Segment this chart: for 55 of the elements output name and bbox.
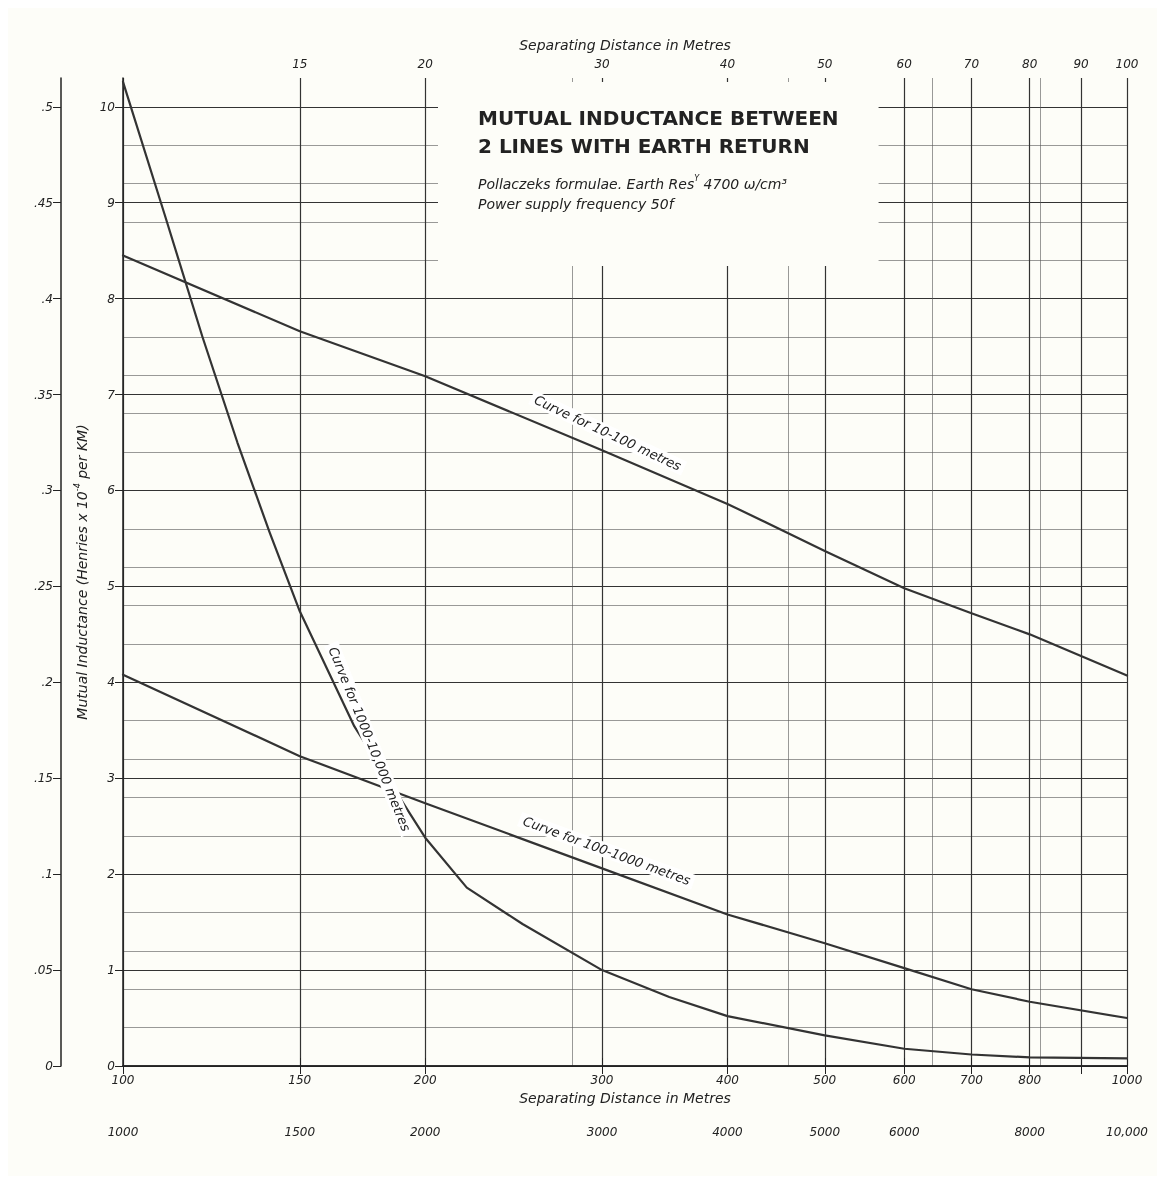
x-tick-label: 500 — [813, 1073, 837, 1087]
y-tick-label: 1 — [107, 963, 115, 978]
y-tick-label: .25 — [33, 579, 53, 594]
x-tick-label: 60 — [896, 57, 913, 71]
y-axis-title: Mutual Inductance (Henries x 10-4 per KM) — [73, 424, 90, 720]
x-tick-label: 20 — [417, 57, 434, 71]
y-tick-label: .35 — [33, 387, 53, 402]
y-tick-label: .05 — [33, 963, 53, 978]
y-tick-label: 10 — [99, 99, 116, 114]
x-tick-label: 40 — [719, 57, 736, 71]
x-tick-label: 150 — [288, 1073, 312, 1087]
x-tick-label: 15 — [292, 57, 308, 71]
y-tick-label: .1 — [41, 867, 53, 882]
x-tick-label: 2000 — [409, 1125, 441, 1139]
x-tick-label: 30 — [594, 57, 611, 71]
x-tick-label: 5000 — [809, 1125, 841, 1139]
x-tick-label: 8000 — [1014, 1125, 1046, 1139]
x-tick-label: 100 — [111, 1073, 135, 1087]
y-tick-label: .3 — [41, 483, 53, 498]
y-tick-label: 2 — [107, 867, 115, 882]
x-tick-label: 50 — [817, 57, 833, 71]
x-tick-label: 90 — [1073, 57, 1090, 71]
x-tick-label: 100 — [1115, 57, 1139, 71]
y-tick-label: .2 — [41, 675, 53, 690]
x-tick-label: 1500 — [284, 1125, 316, 1139]
x-tick-label: 1000 — [107, 1125, 139, 1139]
x-tick-label: 400 — [716, 1073, 740, 1087]
x-tick-label: 1000 — [1111, 1073, 1143, 1087]
y-tick-label: 5 — [107, 579, 115, 594]
y-tick-label: 7 — [107, 387, 116, 402]
y-tick-label: .5 — [41, 99, 53, 114]
y-tick-label: 0 — [45, 1059, 54, 1073]
x-axis-title: Separating Distance in Metres — [519, 37, 731, 53]
y-tick-label: .4 — [41, 291, 53, 306]
y-tick-label: .15 — [33, 771, 53, 786]
x-tick-label: 80 — [1022, 57, 1038, 71]
text: MUTUAL INDUCTANCE BETWEEN 2 LINES WITH EARTH RETURN — [478, 106, 839, 158]
x-tick-label: 700 — [960, 1073, 984, 1087]
x-tick-label: 3000 — [586, 1125, 618, 1139]
y-tick-label: 3 — [107, 771, 115, 786]
y-tick-label: 8 — [107, 291, 116, 306]
x-tick-label: 800 — [1018, 1073, 1042, 1087]
x-axis-title: Separating Distance in Metres — [519, 1089, 731, 1106]
x-tick-label: 4000 — [712, 1125, 744, 1139]
x-tick-label: 300 — [590, 1073, 614, 1087]
x-tick-label: 6000 — [888, 1125, 920, 1139]
x-tick-label: 200 — [413, 1073, 438, 1087]
y-tick-label: 4 — [107, 675, 115, 690]
x-tick-label: 10,000 — [1106, 1125, 1149, 1139]
x-tick-label: 600 — [892, 1073, 917, 1087]
y-tick-label: 6 — [107, 483, 116, 498]
y-tick-label: .45 — [33, 195, 53, 210]
x-tick-label: 70 — [963, 57, 980, 71]
y-tick-label: 0 — [107, 1059, 116, 1073]
y-tick-label: 9 — [107, 195, 115, 210]
